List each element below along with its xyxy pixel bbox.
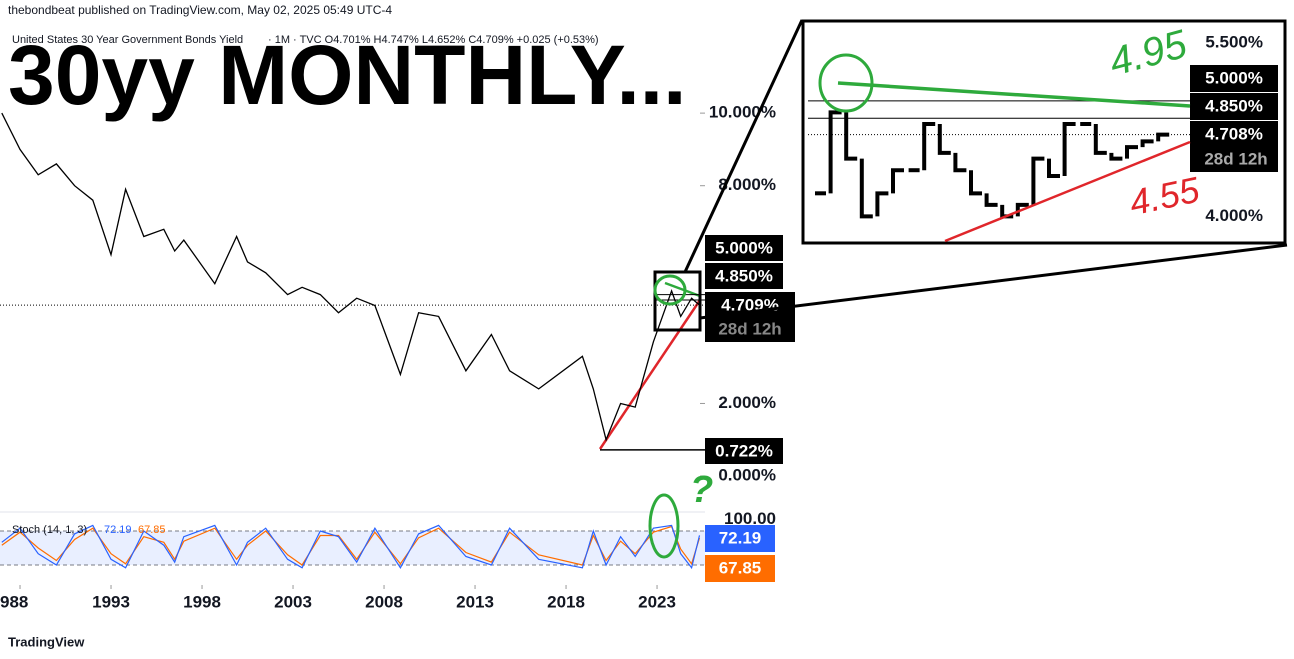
main-pane: 0.000% 2.000% 8.000% 10.000% 988 1993 1998 2003… bbox=[0, 103, 795, 611]
inset-pane: 4.000% 5.500% 5.000% 4.850% 4.708% 28d 12h bbox=[808, 33, 1278, 243]
stoch-value: 67.85 bbox=[719, 558, 762, 577]
x-tick-label: 2008 bbox=[365, 592, 403, 611]
inset-bar bbox=[1156, 132, 1170, 142]
stoch-k bbox=[1, 524, 701, 570]
stoch-value: 72.19 bbox=[719, 528, 762, 547]
circle-annotation bbox=[648, 493, 680, 559]
symbol-name: United States 30 Year Government Bonds Y… bbox=[12, 34, 243, 46]
inset-label: 5.000% bbox=[1205, 68, 1263, 87]
zoom-line bbox=[683, 19, 804, 273]
price-label: 4.850% bbox=[715, 266, 773, 285]
zoom-line bbox=[699, 243, 1288, 320]
big-title: 30yy MONTHLY... bbox=[8, 28, 686, 122]
price-label: 5.000% bbox=[715, 238, 773, 257]
price-label-box bbox=[705, 235, 783, 261]
inset-bar bbox=[1109, 152, 1123, 161]
inset-bar bbox=[844, 112, 858, 161]
inset-bar bbox=[875, 191, 889, 217]
price-line bbox=[1, 112, 700, 442]
footer: TradingView bbox=[8, 634, 85, 649]
countdown: 28d 12h bbox=[718, 319, 781, 338]
inset-bar bbox=[1125, 145, 1138, 159]
countdown-box bbox=[705, 318, 795, 342]
stoch-label: Stoch (14, 1, 3) bbox=[12, 524, 87, 536]
inset-bar bbox=[1140, 139, 1154, 148]
x-tick-label: 2018 bbox=[547, 592, 585, 611]
inset-bar bbox=[1031, 156, 1045, 205]
inset-tick-label: 4.000% bbox=[1205, 206, 1263, 225]
inset-label-box bbox=[1190, 121, 1278, 148]
inset-bar bbox=[984, 193, 998, 207]
support-trendline bbox=[598, 299, 702, 450]
y-tick-label: 0.000% bbox=[718, 466, 776, 485]
x-tick-label: 988 bbox=[0, 592, 28, 611]
inset-bar bbox=[937, 123, 951, 155]
x-tick-label: 1993 bbox=[92, 592, 130, 611]
stoch-band bbox=[0, 531, 705, 565]
inset-countdown-box bbox=[1190, 148, 1278, 172]
price-label: 0.722% bbox=[715, 441, 773, 460]
stoch-k-legend: 72.19 bbox=[104, 524, 132, 536]
price-label-box bbox=[705, 292, 795, 318]
inset-bar bbox=[828, 110, 842, 194]
x-tick-label: 2023 bbox=[638, 592, 676, 611]
inset-label: 4.708% bbox=[1205, 124, 1263, 143]
zoom-box bbox=[653, 270, 702, 332]
x-tick-label: 2003 bbox=[274, 592, 312, 611]
inset-bar bbox=[1047, 158, 1060, 178]
inset-countdown: 28d 12h bbox=[1204, 149, 1267, 168]
x-tick-label: 1998 bbox=[183, 592, 221, 611]
header: thebondbeat published on TradingView.com… bbox=[8, 3, 392, 17]
stoch-value-box bbox=[705, 555, 775, 582]
inset-bar bbox=[1093, 123, 1107, 155]
stoch-d-legend: 67.85 bbox=[138, 524, 166, 536]
inset-bar bbox=[969, 170, 982, 196]
stoch-value-box bbox=[705, 525, 775, 552]
inset-bar bbox=[891, 168, 904, 194]
inset-bar bbox=[953, 152, 967, 173]
stoch-tick-label: 100.00 bbox=[724, 509, 776, 528]
y-tick-label: 10.000% bbox=[709, 103, 776, 122]
inset-label-box bbox=[1190, 65, 1278, 92]
resistance-trendline bbox=[664, 281, 701, 298]
question-note: ? bbox=[690, 469, 713, 511]
inset-tick-label: 5.500% bbox=[1205, 33, 1263, 52]
inset-label-box bbox=[1190, 93, 1278, 120]
inset-bar bbox=[859, 158, 873, 219]
symbol-info: · 1M · TVC O4.701% H4.747% L4.652% C4.70… bbox=[268, 34, 599, 46]
inset-label: 4.850% bbox=[1205, 96, 1263, 115]
inset-bar bbox=[922, 121, 936, 171]
x-tick-label: 2013 bbox=[456, 592, 494, 611]
y-tick-label: 8.000% bbox=[718, 175, 776, 194]
inset-bar bbox=[1062, 121, 1076, 176]
circle-annotation bbox=[653, 274, 687, 306]
inset-bar bbox=[1000, 204, 1014, 219]
circle-annotation bbox=[818, 53, 874, 113]
price-label-box bbox=[705, 438, 783, 464]
inset-resistance bbox=[837, 81, 1191, 108]
price-label-box bbox=[705, 263, 783, 289]
y-tick-label: 2.000% bbox=[718, 393, 776, 412]
stoch-d bbox=[1, 525, 701, 566]
inset-support bbox=[944, 140, 1191, 243]
